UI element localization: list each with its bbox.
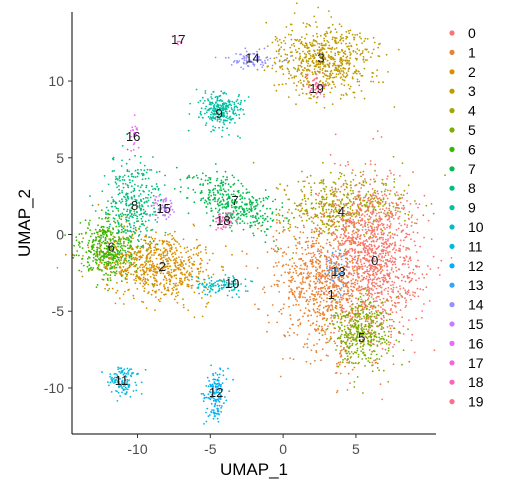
y-tick-label: 10 bbox=[48, 73, 64, 89]
legend-label-10: 10 bbox=[468, 219, 484, 235]
cluster-label-19: 19 bbox=[309, 81, 323, 96]
cluster-label-17: 17 bbox=[171, 32, 185, 47]
y-tick-label: 5 bbox=[56, 150, 64, 166]
x-tick-label: -10 bbox=[127, 441, 147, 457]
cluster-label-13: 13 bbox=[331, 264, 345, 279]
x-tick-label: 0 bbox=[279, 441, 287, 457]
legend-label-1: 1 bbox=[468, 44, 476, 60]
cluster-16-points bbox=[129, 114, 140, 152]
cluster-label-18: 18 bbox=[216, 213, 230, 228]
cluster-label-15: 15 bbox=[156, 201, 170, 216]
legend-key-3 bbox=[449, 88, 455, 94]
legend-label-6: 6 bbox=[468, 141, 476, 157]
legend-key-19 bbox=[449, 399, 455, 405]
y-tick-label: 0 bbox=[56, 227, 64, 243]
legend-key-10 bbox=[449, 224, 455, 230]
cluster-label-10: 10 bbox=[225, 276, 239, 291]
cluster-5-points bbox=[318, 287, 411, 394]
legend-label-19: 19 bbox=[468, 394, 484, 410]
cluster-18-points bbox=[215, 211, 239, 231]
cluster-label-0: 0 bbox=[371, 253, 378, 268]
cluster-10-points bbox=[191, 274, 254, 299]
legend-key-18 bbox=[449, 379, 455, 385]
legend-label-5: 5 bbox=[468, 122, 476, 138]
cluster-label-5: 5 bbox=[358, 330, 365, 345]
cluster-label-1: 1 bbox=[328, 287, 335, 302]
y-tick-label: -10 bbox=[44, 380, 64, 396]
y-axis-title: UMAP_2 bbox=[15, 189, 34, 257]
cluster-label-14: 14 bbox=[245, 51, 259, 66]
legend-key-5 bbox=[449, 127, 455, 133]
legend-label-0: 0 bbox=[468, 25, 476, 41]
cluster-label-12: 12 bbox=[209, 385, 223, 400]
cluster-label-16: 16 bbox=[126, 129, 140, 144]
cluster-2-points bbox=[56, 203, 259, 319]
legend-label-16: 16 bbox=[468, 335, 484, 351]
legend-label-9: 9 bbox=[468, 200, 476, 216]
legend-label-18: 18 bbox=[468, 374, 484, 390]
legend-label-17: 17 bbox=[468, 355, 484, 371]
cluster-label-2: 2 bbox=[159, 259, 166, 274]
cluster-14-points bbox=[214, 47, 292, 70]
cluster-17-points bbox=[171, 35, 184, 46]
x-axis-title: UMAP_1 bbox=[220, 460, 288, 479]
x-tick-label: 5 bbox=[352, 441, 360, 457]
legend-label-12: 12 bbox=[468, 258, 484, 274]
legend-label-14: 14 bbox=[468, 297, 484, 313]
legend-label-11: 11 bbox=[468, 238, 483, 254]
cluster-label-4: 4 bbox=[338, 204, 345, 219]
cluster-3-points bbox=[256, 2, 400, 109]
cluster-0-points bbox=[299, 130, 453, 401]
cluster-label-6: 6 bbox=[108, 239, 115, 254]
legend-key-11 bbox=[449, 243, 455, 249]
legend-key-1 bbox=[449, 49, 455, 56]
cluster-label-8: 8 bbox=[131, 198, 138, 213]
cluster-label-7: 7 bbox=[231, 193, 238, 208]
legend-label-7: 7 bbox=[468, 161, 476, 177]
legend-key-2 bbox=[449, 69, 455, 75]
legend-key-7 bbox=[449, 166, 455, 172]
legend-key-9 bbox=[449, 205, 455, 211]
legend-key-8 bbox=[449, 185, 455, 191]
cluster-4-points bbox=[230, 155, 446, 260]
legend-key-13 bbox=[449, 282, 455, 288]
x-ticks: -10 -5 0 5 bbox=[127, 434, 360, 457]
legend-key-17 bbox=[449, 360, 455, 366]
legend-label-8: 8 bbox=[468, 180, 476, 196]
cluster-12-points bbox=[200, 364, 235, 425]
data-points-layer bbox=[56, 2, 453, 425]
legend-key-16 bbox=[449, 340, 455, 346]
legend-key-0 bbox=[449, 30, 455, 36]
legend-label-2: 2 bbox=[468, 64, 476, 80]
legend-label-3: 3 bbox=[468, 83, 476, 99]
y-ticks: -10 -5 0 5 10 bbox=[44, 73, 72, 396]
cluster-15-points bbox=[146, 195, 175, 221]
cluster-label-9: 9 bbox=[215, 106, 222, 121]
legend-key-4 bbox=[449, 108, 455, 114]
legend-key-15 bbox=[449, 321, 455, 327]
cluster-9-points bbox=[187, 88, 250, 139]
legend-label-15: 15 bbox=[468, 316, 484, 332]
legend-label-4: 4 bbox=[468, 103, 476, 119]
y-tick-label: -5 bbox=[52, 303, 65, 319]
cluster-19-points bbox=[302, 72, 327, 98]
cluster-label-11: 11 bbox=[115, 373, 129, 388]
cluster-8-points bbox=[89, 133, 167, 269]
legend-key-12 bbox=[449, 263, 455, 269]
cluster-11-points bbox=[101, 366, 147, 402]
axes bbox=[71, 12, 436, 435]
legend-key-14 bbox=[449, 302, 455, 308]
legend-key-6 bbox=[449, 146, 455, 152]
legend-label-13: 13 bbox=[468, 277, 484, 293]
cluster-7-points bbox=[173, 163, 290, 251]
cluster-label-3: 3 bbox=[317, 51, 324, 66]
x-tick-label: -5 bbox=[204, 441, 217, 457]
